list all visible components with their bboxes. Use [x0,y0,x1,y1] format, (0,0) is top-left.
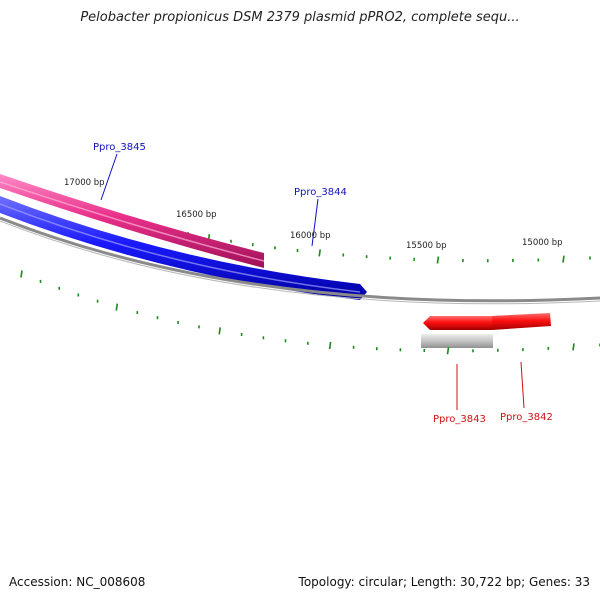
label-leader-ppro-3842 [520,361,525,409]
inner-tick [218,327,221,335]
scale-label-15000: 15000 bp [522,238,563,248]
inner-tick [446,347,450,355]
gene-arrow-ppro-3844-highlight [0,203,361,293]
topology-summary: Topology: circular; Length: 30,722 bp; G… [298,575,590,589]
scale-label-17000: 17000 bp [64,178,105,188]
plasmid-backbone-shadow [0,220,600,305]
accession-label: Accession: NC_008608 [9,575,146,589]
inner-tick [20,270,23,278]
label-leader-ppro-3844 [311,198,319,247]
inner-tick [115,303,119,311]
scale-label-16000: 16000 bp [290,231,331,241]
gene-arrow-ppro-3842[interactable] [492,313,551,330]
gene-label-ppro-3843[interactable]: Ppro_3843 [433,414,486,425]
inner-tick-ring [20,270,600,355]
pseudo-feature-bar [421,334,493,348]
gene-arrow-ppro-3844[interactable] [0,196,367,300]
scale-label-15500: 15500 bp [406,241,447,251]
gene-arrow-ppro-3845-highlight [0,181,265,262]
label-leader-ppro-3845 [100,153,118,201]
gene-arrow-ppro-3843[interactable] [423,316,492,330]
outer-tick [436,256,440,264]
inner-tick [328,341,332,350]
outer-tick [318,249,321,257]
gene-label-ppro-3844[interactable]: Ppro_3844 [294,187,347,198]
gene-arrow-ppro-3845[interactable] [0,174,264,268]
gene-label-ppro-3842[interactable]: Ppro_3842 [500,412,553,423]
gene-label-ppro-3845[interactable]: Ppro_3845 [93,142,146,153]
map-title: Pelobacter propionicus DSM 2379 plasmid … [80,10,520,25]
inner-tick [572,343,575,351]
scale-label-16500: 16500 bp [176,210,217,220]
plasmid-backbone [0,216,600,303]
outer-tick [562,255,565,263]
